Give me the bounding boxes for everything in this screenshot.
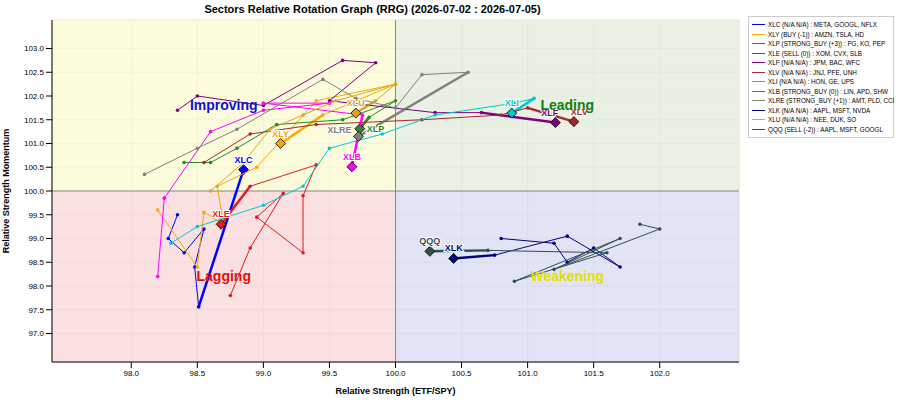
- svg-text:101.5: 101.5: [24, 116, 45, 125]
- svg-text:XLI: XLI: [505, 98, 519, 108]
- html-text:XLK (N/A N/A) : AAPL, MSFT, NV: XLK (N/A N/A) : AAPL, MSFT, NVDA: [768, 106, 871, 114]
- html-text:XLU (N/A N/A) : NEE, DUK, SO: XLU (N/A N/A) : NEE, DUK, SO: [768, 116, 857, 124]
- html-text:Sectors Relative Rotation Grap: Sectors Relative Rotation Graph (RRG) (2…: [204, 3, 541, 15]
- svg-text:99.0: 99.0: [28, 234, 44, 243]
- svg-text:XLRE: XLRE: [327, 125, 351, 135]
- html-text:XLB (STRONG_BUY (0)) : LIN, AP: XLB (STRONG_BUY (0)) : LIN, APD, SHW: [768, 87, 888, 95]
- svg-text:98.5: 98.5: [28, 258, 44, 267]
- html-text:XLE (SELL (0)) : XOM, CVX, SLB: XLE (SELL (0)) : XOM, CVX, SLB: [768, 49, 862, 57]
- svg-text:Relative Strength (ETF/SPY): Relative Strength (ETF/SPY): [335, 386, 455, 396]
- svg-text:98.0: 98.0: [123, 369, 139, 378]
- svg-text:XLC: XLC: [235, 155, 254, 165]
- html-text:XLRE (STRONG_BUY (+1)) : AMT,: XLRE (STRONG_BUY (+1)) : AMT, PLD, CCI: [768, 97, 895, 105]
- svg-text:XLB: XLB: [343, 152, 362, 162]
- svg-text:103.0: 103.0: [24, 44, 45, 53]
- svg-text:97.0: 97.0: [28, 329, 44, 338]
- svg-text:Improving: Improving: [190, 97, 258, 113]
- svg-text:97.5: 97.5: [28, 306, 44, 315]
- html-text:XLP (STRONG_BUY (+3)) : PG, KO: XLP (STRONG_BUY (+3)) : PG, KO, PEP: [768, 40, 886, 48]
- html-text:XLC (N/A N/A) : META, GOOGL, N: XLC (N/A N/A) : META, GOOGL, NFLX: [768, 21, 878, 29]
- html-text:XLF (N/A N/A) : JPM, BAC, WFC: XLF (N/A N/A) : JPM, BAC, WFC: [768, 59, 860, 67]
- svg-text:XLU: XLU: [347, 98, 365, 108]
- svg-text:QQQ: QQQ: [419, 236, 440, 246]
- svg-text:Lagging: Lagging: [197, 268, 251, 284]
- svg-text:102.0: 102.0: [650, 369, 671, 378]
- html-text:QQQ (SELL (-2)) : AAPL, MSFT,: QQQ (SELL (-2)) : AAPL, MSFT, GOOGL: [768, 125, 883, 133]
- svg-text:100.0: 100.0: [24, 187, 45, 196]
- svg-text:99.5: 99.5: [28, 211, 44, 220]
- svg-text:102.5: 102.5: [24, 68, 45, 77]
- html-text:XLV (N/A N/A) : JNJ, PFE, UNH: XLV (N/A N/A) : JNJ, PFE, UNH: [768, 68, 857, 76]
- svg-text:98.0: 98.0: [28, 282, 44, 291]
- svg-text:100.5: 100.5: [24, 163, 45, 172]
- svg-text:Relative Strength Momentum: Relative Strength Momentum: [1, 129, 11, 254]
- html-text:XLI (N/A N/A) : HON, GE, UPS: XLI (N/A N/A) : HON, GE, UPS: [768, 78, 855, 86]
- svg-text:102.0: 102.0: [24, 92, 45, 101]
- html-text:XLY (BUY (-1)) : AMZN, TSLA, H: XLY (BUY (-1)) : AMZN, TSLA, HD: [768, 30, 865, 38]
- svg-text:101.0: 101.0: [518, 369, 539, 378]
- svg-text:100.5: 100.5: [452, 369, 473, 378]
- svg-text:Weakening: Weakening: [530, 268, 604, 284]
- svg-text:101.0: 101.0: [24, 139, 45, 148]
- svg-text:99.5: 99.5: [322, 369, 338, 378]
- svg-text:XLE: XLE: [212, 209, 230, 219]
- svg-text:Leading: Leading: [540, 97, 594, 113]
- svg-text:101.5: 101.5: [584, 369, 605, 378]
- svg-text:98.5: 98.5: [190, 369, 206, 378]
- svg-text:XLY: XLY: [272, 129, 289, 139]
- svg-text:99.0: 99.0: [256, 369, 272, 378]
- svg-text:100.0: 100.0: [385, 369, 406, 378]
- svg-text:XLK: XLK: [445, 243, 464, 253]
- svg-text:XLP: XLP: [367, 124, 385, 134]
